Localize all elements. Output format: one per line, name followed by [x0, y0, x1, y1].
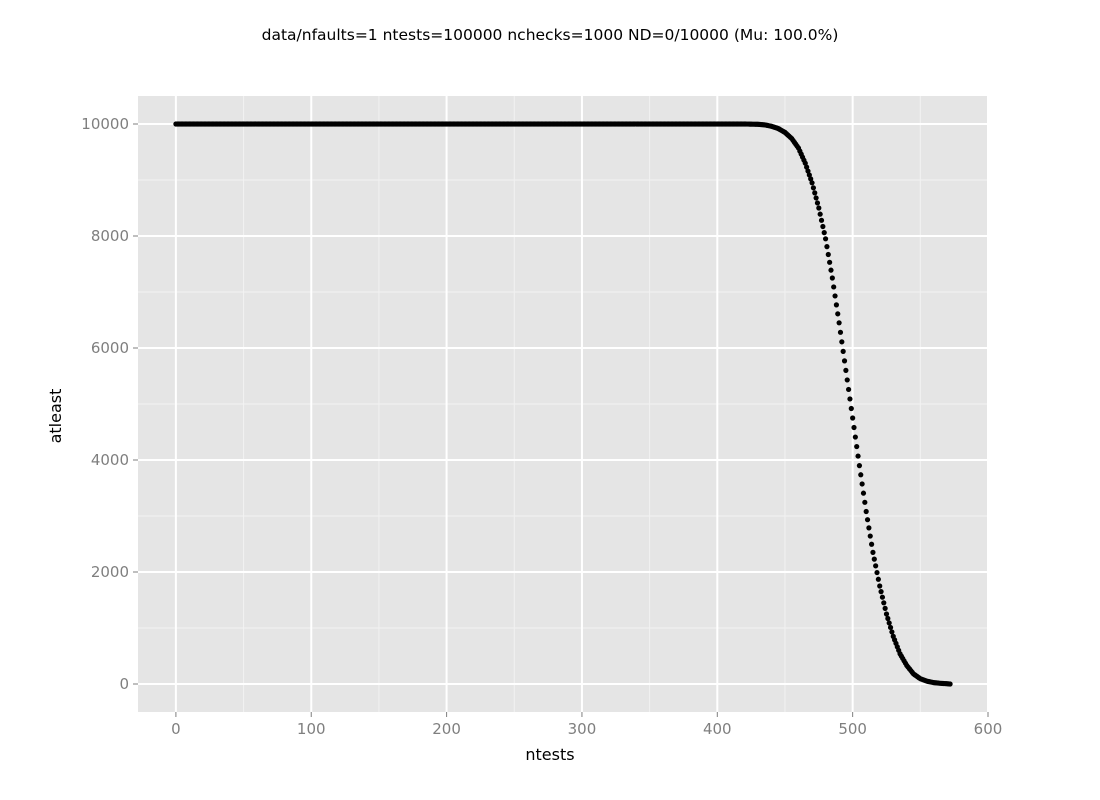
data-point [802, 160, 808, 166]
data-point [822, 236, 829, 242]
data-point [813, 195, 819, 201]
y-tick-label: 4000 [91, 451, 129, 469]
data-points [173, 121, 953, 687]
x-tick-label: 300 [568, 720, 597, 738]
data-point [867, 533, 873, 539]
data-point [850, 415, 856, 421]
data-point [863, 508, 869, 515]
data-point [873, 563, 879, 569]
data-point [843, 367, 849, 373]
data-point [841, 358, 848, 364]
data-point [840, 348, 846, 354]
y-tick-label: 0 [119, 675, 129, 693]
x-tick-label: 100 [297, 720, 326, 738]
y-tick-label: 6000 [91, 339, 129, 357]
chart-title: data/nfaults=1 ntests=100000 nchecks=100… [262, 26, 839, 44]
data-point [874, 569, 880, 576]
x-tick-label: 200 [432, 720, 461, 738]
data-point [882, 605, 888, 612]
y-axis-title: atleast [46, 389, 65, 444]
x-tick-label: 600 [974, 720, 1003, 738]
data-point [864, 517, 871, 523]
data-point [848, 405, 854, 412]
data-point [821, 230, 827, 236]
data-point [855, 453, 861, 459]
data-point [808, 176, 814, 182]
data-point [809, 180, 815, 186]
data-point [858, 472, 864, 478]
data-point [886, 620, 892, 626]
data-point [947, 681, 953, 687]
data-point [839, 339, 845, 345]
data-point [889, 629, 895, 635]
data-point [806, 172, 812, 178]
x-axis-title: ntests [525, 745, 574, 764]
data-point [820, 223, 826, 230]
data-point [829, 275, 835, 281]
data-point [879, 594, 886, 600]
data-point [870, 549, 876, 556]
data-point [885, 615, 891, 622]
y-tick-label: 10000 [81, 115, 129, 133]
x-tick-label: 0 [171, 720, 181, 738]
data-point [810, 185, 816, 191]
data-point [877, 583, 883, 589]
data-point [818, 217, 825, 223]
data-point [804, 164, 810, 170]
data-point [856, 463, 863, 469]
data-point [878, 589, 884, 595]
data-point [824, 244, 830, 250]
data-point [827, 259, 833, 265]
data-point [862, 499, 868, 505]
data-point [805, 168, 811, 174]
data-point [825, 251, 831, 258]
x-tick-label: 500 [838, 720, 867, 738]
data-point [812, 190, 818, 196]
data-point [845, 386, 852, 393]
y-axis: 0 2000 4000 6000 8000 10000 [81, 115, 138, 693]
data-point [835, 311, 841, 317]
data-point [852, 434, 858, 440]
y-tick-label: 2000 [91, 563, 129, 581]
data-point [836, 320, 842, 326]
data-point [828, 267, 834, 273]
data-point [816, 205, 822, 211]
data-point [866, 525, 872, 531]
data-point [851, 424, 857, 431]
data-point [887, 624, 894, 631]
x-axis: 0 100 200 300 400 500 600 [171, 712, 1002, 738]
data-point [883, 611, 890, 617]
x-tick-label: 400 [703, 720, 732, 738]
data-point [860, 490, 867, 496]
data-point [837, 329, 844, 335]
data-point [832, 293, 838, 299]
data-point [868, 541, 875, 547]
data-point [875, 576, 881, 582]
y-tick-label: 8000 [91, 227, 129, 245]
data-point [854, 443, 860, 450]
data-point [817, 211, 823, 217]
data-point [847, 396, 853, 402]
data-point [859, 481, 865, 487]
data-point [831, 284, 837, 290]
data-point [871, 556, 877, 562]
data-point [844, 377, 850, 383]
data-point [881, 600, 887, 606]
data-point [833, 302, 840, 308]
data-point [814, 200, 821, 206]
grid-lines [138, 96, 989, 712]
